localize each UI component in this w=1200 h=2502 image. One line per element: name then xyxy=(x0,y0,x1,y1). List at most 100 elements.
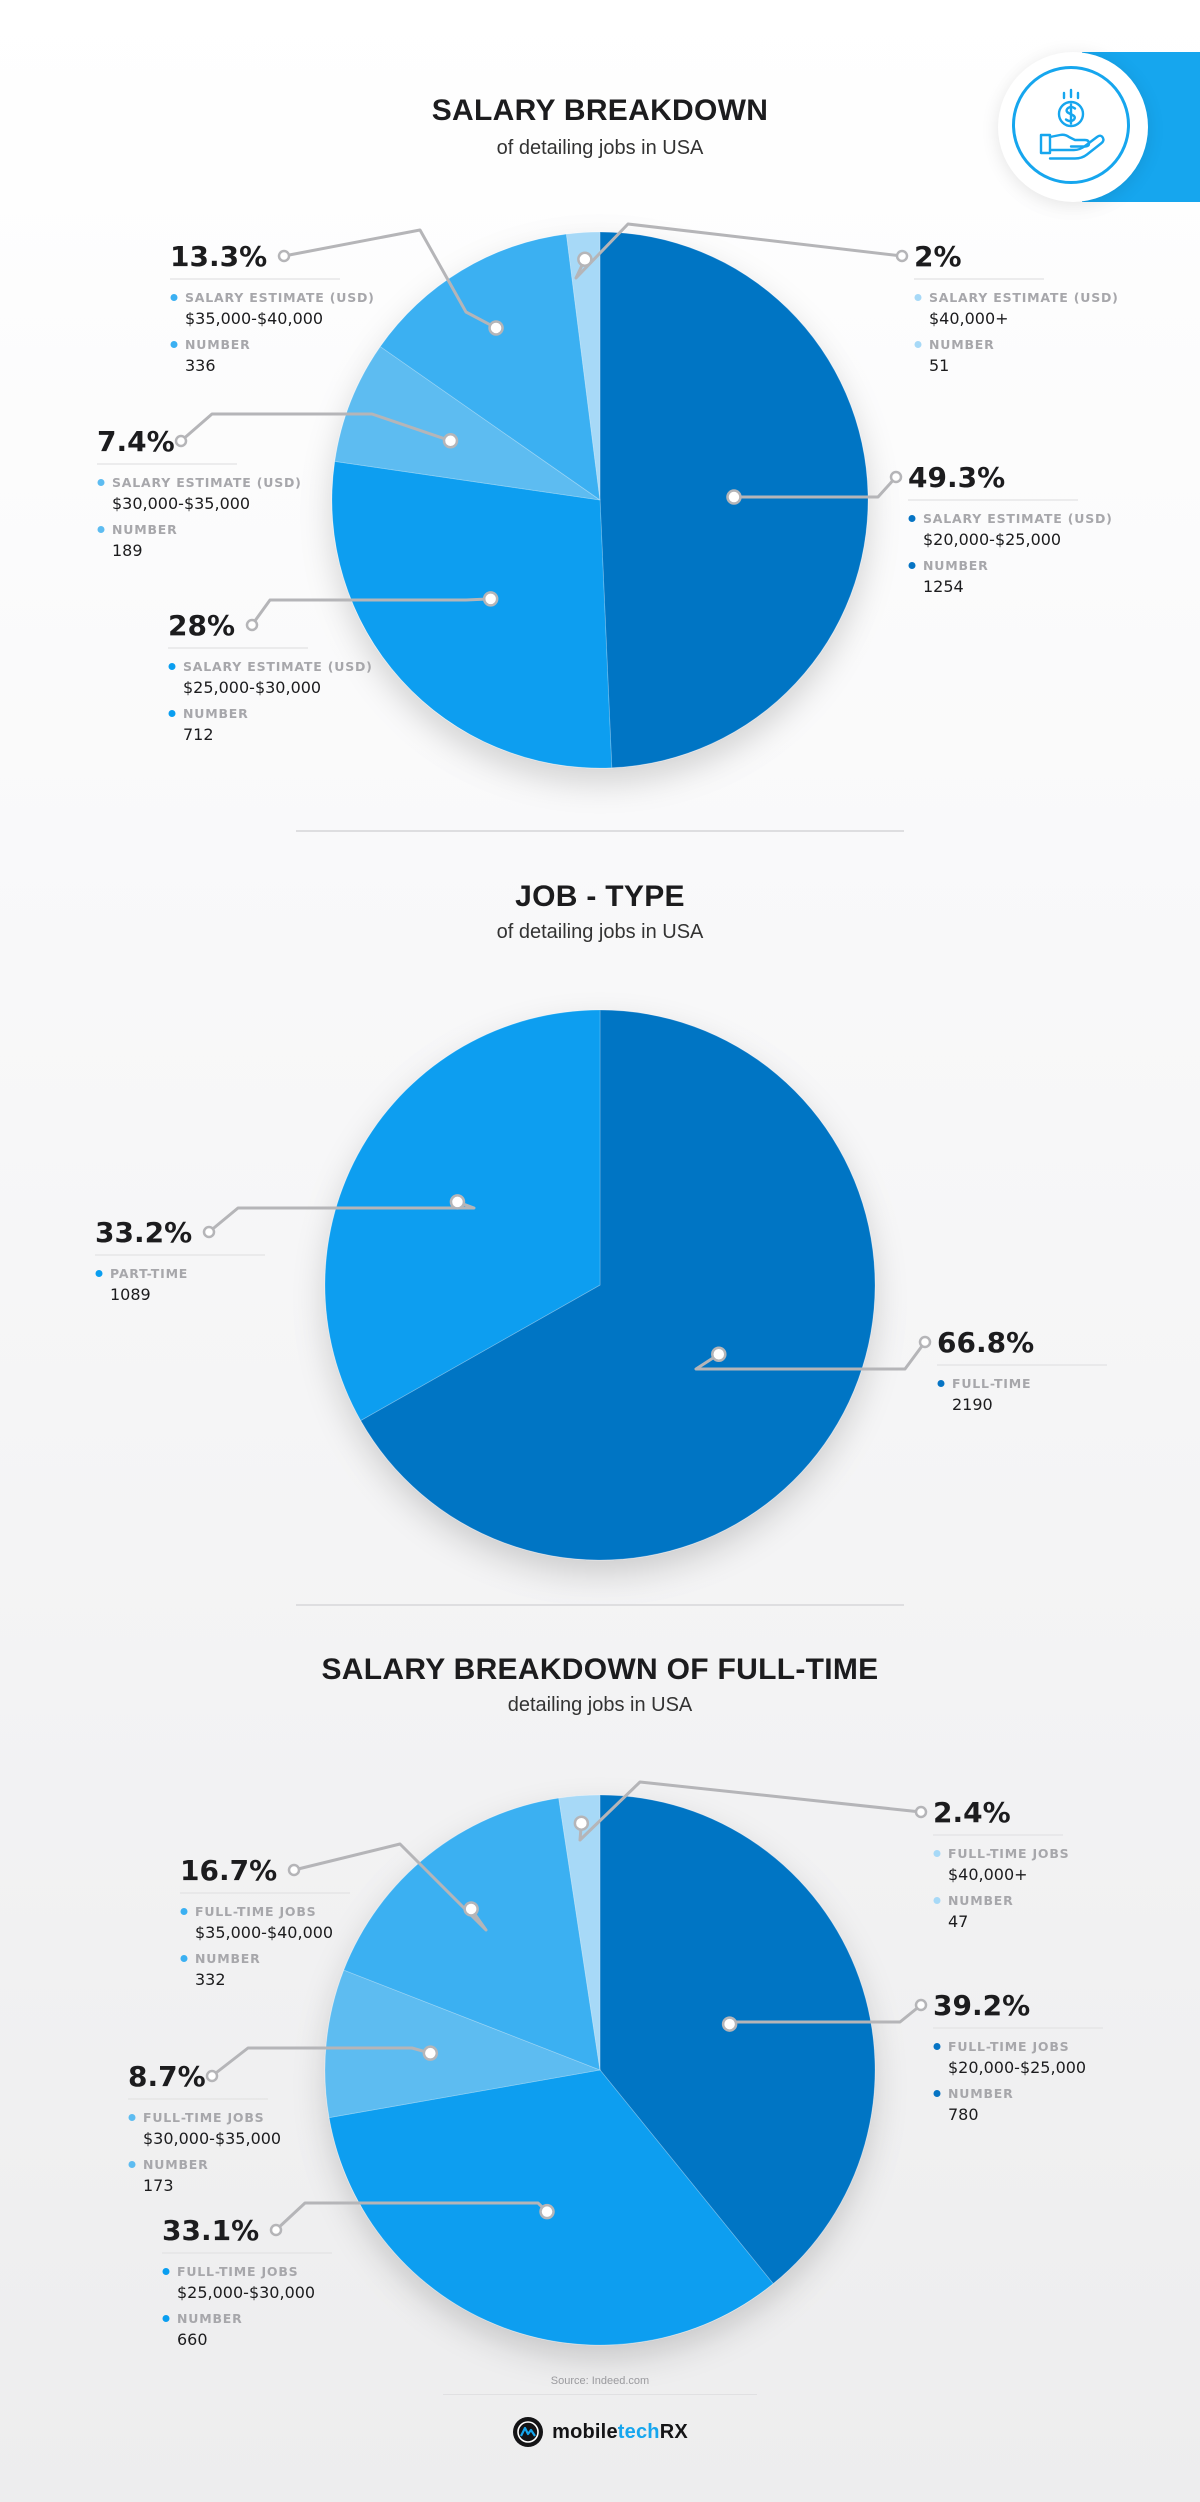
slice-count-label: NUMBER xyxy=(112,522,178,537)
pie-chart-salary-breakdown: 49.3% SALARY ESTIMATE (USD) $20,000-$25,00… xyxy=(97,222,1119,769)
leader-line xyxy=(283,228,497,330)
slice-count-value: 2190 xyxy=(952,1395,993,1414)
pie-chart-job-type: 66.8% FULL-TIME 2190 33.2% PART-TIME 1089 xyxy=(95,1009,1107,1561)
slice-count-value: 1254 xyxy=(923,577,964,596)
leader-end-dot xyxy=(205,2069,219,2083)
slice-count-value: 173 xyxy=(143,2176,174,2195)
leader-line xyxy=(180,412,451,443)
leader-line xyxy=(250,597,491,626)
slice-count-label: NUMBER xyxy=(195,1951,261,1966)
slice-category-label: FULL-TIME JOBS xyxy=(195,1904,316,1919)
slice-percent: 7.4% xyxy=(97,425,175,458)
section-divider xyxy=(296,1604,904,1606)
leader-end-dot xyxy=(277,249,291,263)
slice-category-value: $20,000-$25,000 xyxy=(923,530,1061,549)
pie-slice xyxy=(379,233,601,501)
dollar-coin-hand-icon xyxy=(1039,88,1105,160)
slice-category-label: SALARY ESTIMATE (USD) xyxy=(185,290,375,305)
leader-end-dot xyxy=(914,1998,928,2012)
slice-percent: 13.3% xyxy=(170,240,267,273)
slice-category-value: $25,000-$30,000 xyxy=(177,2283,315,2302)
chart-3-title: SALARY BREAKDOWN OF FULL-TIME xyxy=(321,1653,879,1686)
slice-category-value: $30,000-$35,000 xyxy=(143,2129,281,2148)
source-note: Source: Indeed.com xyxy=(550,2375,650,2387)
leader-end-dot xyxy=(174,434,188,448)
leader-dot xyxy=(463,1901,479,1917)
pie-slices xyxy=(324,1794,876,2346)
leader-line xyxy=(578,1780,922,1842)
leader-end-dot xyxy=(895,249,909,263)
leader-line xyxy=(733,475,898,499)
brand-logo-icon xyxy=(513,2417,544,2447)
slice-percent: 2.4% xyxy=(933,1796,1011,1829)
legend-bullet xyxy=(933,2090,941,2097)
slice-count-label: NUMBER xyxy=(183,706,249,721)
legend-bullet xyxy=(128,2161,136,2168)
slice-category-label: FULL-TIME xyxy=(952,1376,1031,1391)
slice-category-value: $40,000+ xyxy=(948,1865,1028,1884)
slice-count-label: NUMBER xyxy=(923,558,989,573)
legend-bullet xyxy=(937,1380,945,1387)
slice-category-value: $20,000-$25,000 xyxy=(948,2058,1086,2077)
slice-category-value: $40,000+ xyxy=(929,309,1009,328)
legend-bullet xyxy=(170,341,178,348)
slice-category-label: PART-TIME xyxy=(110,1266,188,1281)
leader-dot xyxy=(711,1346,727,1362)
legend-bullet xyxy=(168,663,176,670)
legend-bullet xyxy=(908,562,916,569)
legend-bullet xyxy=(95,1270,103,1277)
slice-count-value: 51 xyxy=(929,356,949,375)
slice-count-label: NUMBER xyxy=(185,337,251,352)
chart-3-subtitle: detailing jobs in USA xyxy=(507,1694,693,1716)
chart-1-title: SALARY BREAKDOWN xyxy=(431,94,769,127)
pie-slice xyxy=(565,231,601,501)
legend-bullet xyxy=(933,1850,941,1857)
pie-slice xyxy=(558,1794,601,2071)
slice-percent: 33.2% xyxy=(95,1216,192,1249)
chart-2-title: JOB - TYPE xyxy=(515,880,685,913)
slice-category-value: $30,000-$35,000 xyxy=(112,494,250,513)
corner-badge-ring xyxy=(1012,66,1130,184)
slice-percent: 66.8% xyxy=(937,1326,1034,1359)
legend-bullet xyxy=(97,526,105,533)
section-divider xyxy=(296,830,904,832)
legend-bullet xyxy=(162,2315,170,2322)
pie-slice xyxy=(599,1794,876,2285)
footer-divider xyxy=(443,2394,757,2395)
slice-count-value: 189 xyxy=(112,541,143,560)
slice-category-value: $25,000-$30,000 xyxy=(183,678,321,697)
legend-bullet xyxy=(914,294,922,301)
slice-count-label: NUMBER xyxy=(143,2157,209,2172)
leader-end-dot xyxy=(202,1225,216,1239)
slice-category-value: $35,000-$40,000 xyxy=(185,309,323,328)
pie-slice xyxy=(331,460,613,769)
pie-slice xyxy=(324,1969,602,2119)
slice-category-label: SALARY ESTIMATE (USD) xyxy=(929,290,1119,305)
legend-bullet xyxy=(168,710,176,717)
pie-slice xyxy=(334,346,601,501)
slice-count-label: NUMBER xyxy=(948,1893,1014,1908)
leader-dot xyxy=(577,251,593,268)
leader-dot xyxy=(573,1815,590,1831)
legend-bullet xyxy=(914,341,922,348)
slice-category-value: $35,000-$40,000 xyxy=(195,1923,333,1942)
leader-end-dot xyxy=(889,470,903,484)
chart-1-subtitle: of detailing jobs in USA xyxy=(496,137,704,159)
slice-percent: 49.3% xyxy=(908,461,1005,494)
brand-logo: mobiletechRX xyxy=(0,2416,1200,2450)
legend-bullet xyxy=(128,2114,136,2121)
slice-percent: 8.7% xyxy=(128,2060,206,2093)
slice-category-label: SALARY ESTIMATE (USD) xyxy=(183,659,373,674)
pie-slice xyxy=(360,1009,876,1561)
slice-count-value: 1089 xyxy=(110,1285,151,1304)
legend-bullet xyxy=(162,2268,170,2275)
slice-category-label: SALARY ESTIMATE (USD) xyxy=(923,511,1113,526)
slice-count-value: 336 xyxy=(185,356,216,375)
leader-dot xyxy=(726,489,742,505)
leader-dot xyxy=(488,320,504,336)
brand-wordmark: mobiletechRX xyxy=(552,2420,688,2443)
pie-slices xyxy=(331,231,869,769)
slice-category-label: SALARY ESTIMATE (USD) xyxy=(112,475,302,490)
leader-dot xyxy=(442,433,459,449)
leader-dot xyxy=(482,591,499,607)
